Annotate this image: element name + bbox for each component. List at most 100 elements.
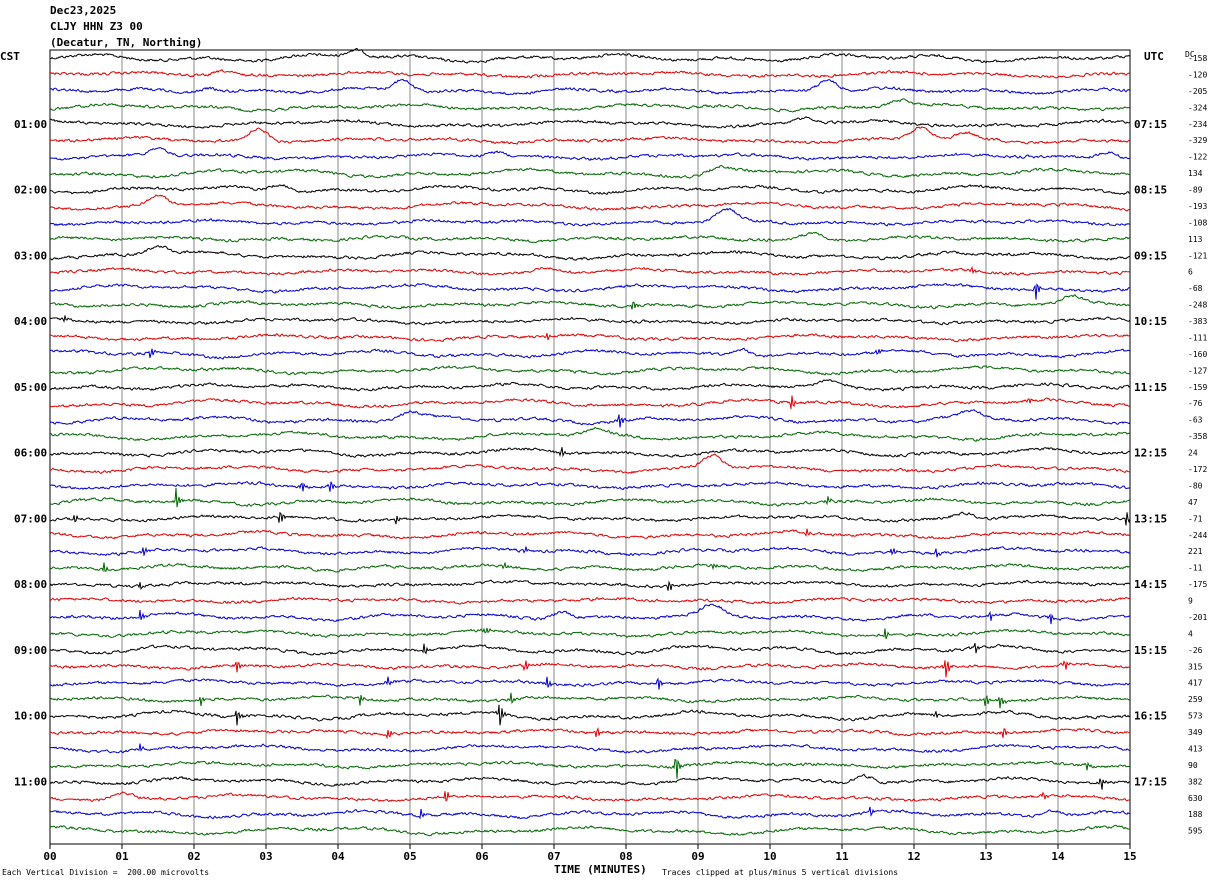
seismic-trace [49, 603, 1131, 625]
seismic-trace [49, 78, 1131, 96]
left-hour-label: 09:00 [14, 644, 47, 657]
seismic-trace [49, 266, 1131, 276]
left-hour-label: 11:00 [14, 775, 47, 788]
seismic-trace [49, 806, 1131, 820]
left-hour-label: 06:00 [14, 447, 47, 460]
x-tick-label: 00 [43, 850, 56, 863]
right-hour-label: 08:15 [1134, 184, 1167, 197]
dc-offset-value: -108 [1188, 218, 1207, 227]
x-tick-label: 05 [403, 850, 416, 863]
seismic-trace [49, 315, 1131, 326]
dc-offset-value: -193 [1188, 202, 1207, 211]
seismic-trace [49, 627, 1131, 640]
seismic-trace [49, 194, 1131, 212]
x-tick-label: 02 [187, 850, 200, 863]
seismic-trace [49, 98, 1131, 113]
plot-date: Dec23,2025 [50, 4, 117, 17]
dc-offset-value: 349 [1188, 728, 1203, 737]
dc-offset-value: -111 [1188, 333, 1207, 342]
dc-offset-value: -160 [1188, 350, 1207, 359]
dc-offset-header: DC [1185, 50, 1195, 59]
right-hour-label: 17:15 [1134, 775, 1167, 788]
dc-offset-value: 221 [1188, 547, 1203, 556]
dc-offset-value: -127 [1188, 366, 1207, 375]
seismic-trace [49, 426, 1131, 442]
dc-offset-value: -26 [1188, 646, 1203, 655]
plot-frame [49, 49, 1131, 845]
dc-offset-value: -175 [1188, 580, 1207, 589]
seismic-trace [49, 773, 1131, 790]
seismic-trace [49, 116, 1131, 129]
seismic-trace [49, 692, 1131, 709]
left-hour-label: 07:00 [14, 512, 47, 525]
seismic-trace [49, 727, 1131, 740]
dc-offset-value: 382 [1188, 777, 1203, 786]
seismic-trace [49, 347, 1131, 360]
dc-offset-value: 573 [1188, 712, 1203, 721]
left-hour-label: 02:00 [14, 184, 47, 197]
x-tick-label: 11 [835, 850, 849, 863]
seismic-trace [49, 146, 1131, 161]
right-hour-label: 14:15 [1134, 578, 1167, 591]
x-tick-label: 08 [619, 850, 632, 863]
seismic-trace [49, 791, 1131, 803]
seismic-trace [50, 643, 1131, 656]
dc-offset-value: 9 [1188, 597, 1193, 606]
seismic-trace [49, 596, 1131, 605]
dc-offset-value: 24 [1188, 449, 1198, 458]
dc-offset-value: -158 [1188, 54, 1207, 63]
seismic-trace [49, 379, 1131, 392]
seismic-trace [49, 294, 1131, 310]
seismic-trace [49, 409, 1131, 428]
station-location: (Decatur, TN, Northing) [50, 36, 203, 49]
x-tick-label: 04 [331, 850, 345, 863]
seismic-trace [49, 487, 1131, 508]
seismic-trace [49, 511, 1131, 526]
dc-offset-value: -80 [1188, 481, 1203, 490]
seismic-trace [49, 480, 1131, 492]
dc-offset-value: -120 [1188, 70, 1207, 79]
dc-offset-value: -71 [1188, 514, 1203, 523]
x-tick-label: 13 [979, 850, 992, 863]
seismic-trace [49, 47, 1131, 64]
right-hour-label: 09:15 [1134, 249, 1167, 262]
right-hour-label: 15:15 [1134, 644, 1167, 657]
left-hour-label: 01:00 [14, 118, 47, 131]
dc-offset-value: 259 [1188, 695, 1203, 704]
dc-offset-value: 113 [1188, 235, 1203, 244]
seismic-trace [49, 579, 1131, 591]
left-timezone-label: CST [0, 50, 20, 63]
seismic-trace [49, 546, 1131, 558]
dc-offset-value: -329 [1188, 136, 1207, 145]
dc-offset-value: -121 [1188, 251, 1207, 260]
left-hour-label: 04:00 [14, 315, 47, 328]
dc-offset-value: 595 [1188, 827, 1203, 836]
dc-offset-value: -11 [1188, 564, 1203, 573]
x-axis-title: TIME (MINUTES) [554, 863, 647, 876]
dc-offset-value: -324 [1188, 103, 1207, 112]
seismic-trace [49, 395, 1131, 409]
seismic-trace [49, 758, 1131, 779]
dc-offset-value: -172 [1188, 465, 1207, 474]
seismic-trace [49, 660, 1131, 678]
seismic-trace [49, 453, 1131, 475]
right-hour-label: 07:15 [1134, 118, 1167, 131]
dc-offset-value: 4 [1188, 629, 1193, 638]
x-tick-label: 09 [691, 850, 704, 863]
seismic-trace [49, 743, 1131, 754]
dc-offset-value: -76 [1188, 399, 1203, 408]
seismic-trace [49, 824, 1131, 837]
dc-offset-value: 315 [1188, 662, 1203, 671]
x-tick-label: 12 [907, 850, 920, 863]
seismic-trace [49, 282, 1130, 300]
clip-note: Traces clipped at plus/minus 5 vertical … [662, 868, 899, 877]
seismic-trace [50, 704, 1131, 726]
dc-offset-value: -234 [1188, 120, 1207, 129]
right-timezone-label: UTC [1144, 50, 1164, 63]
dc-offset-value: 134 [1188, 169, 1203, 178]
dc-offset-value: 417 [1188, 679, 1203, 688]
dc-offset-value: 6 [1188, 268, 1193, 277]
seismic-trace [49, 164, 1131, 179]
dc-offset-value: -244 [1188, 531, 1207, 540]
